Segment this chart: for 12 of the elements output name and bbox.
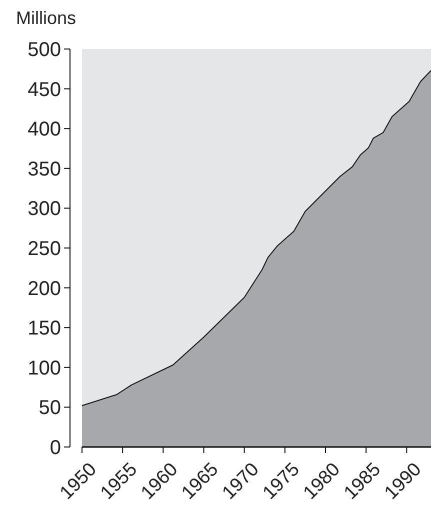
y-tick-label: 250 [28,238,61,260]
y-tick-label: 150 [28,318,61,340]
y-tick-label: 50 [38,397,61,420]
y-tick-label: 500 [28,39,61,61]
y-tick-label: 300 [28,198,61,220]
y-tick-label: 0 [50,437,61,459]
y-tick-label: 200 [28,278,61,300]
y-tick-label: 400 [28,118,61,141]
y-tick-label: 100 [28,357,61,380]
y-axis-title: Millions [16,8,76,28]
y-tick-label: 350 [28,158,61,180]
y-tick-label: 450 [28,78,61,101]
